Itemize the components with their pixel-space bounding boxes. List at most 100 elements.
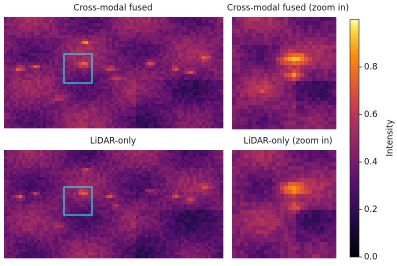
heat-cell [100,207,103,210]
heat-cell [16,29,19,32]
heat-cell [214,41,217,44]
heat-cell [88,210,91,213]
heat-cell [10,195,13,198]
heat-cell [175,195,178,198]
heat-cell [145,98,148,101]
heat-cell [16,59,19,62]
heat-cell [196,35,199,38]
heat-cell [106,20,109,23]
heat-cell [142,159,145,162]
heat-cell [40,195,43,198]
heat-cell [148,68,151,71]
heat-cell [166,65,169,68]
heat-cell [28,192,31,195]
heat-cell [151,29,154,32]
heat-cell [187,107,190,110]
heat-cell [214,62,217,65]
heat-cell [76,177,79,180]
heat-cell [10,119,13,122]
heat-cell [172,62,175,65]
heat-cell [55,159,58,162]
heat-cell [52,201,55,204]
heat-cell [160,65,163,68]
heat-cell [175,53,178,56]
heat-cell [276,45,280,49]
heat-cell [199,20,202,23]
heat-cell [85,32,88,35]
heat-cell [169,104,172,107]
heat-cell [115,153,118,156]
heat-cell [79,44,82,47]
heat-cell [82,65,85,68]
heat-cell [40,50,43,53]
heat-cell [248,21,252,25]
heat-cell [202,80,205,83]
heat-cell [148,62,151,65]
heat-cell [175,86,178,89]
heat-cell [217,50,220,53]
heat-cell [196,71,199,74]
heat-cell [320,85,324,89]
heat-cell [160,204,163,207]
heat-cell [145,68,148,71]
heat-cell [34,50,37,53]
heat-cell [19,168,22,171]
heat-cell [160,62,163,65]
heat-cell [82,207,85,210]
heat-cell [214,168,217,171]
heat-cell [55,98,58,101]
heat-cell [172,168,175,171]
heat-cell [82,74,85,77]
heat-cell [142,201,145,204]
heat-cell [58,65,61,68]
heat-cell [49,20,52,23]
heat-cell [76,95,79,98]
heat-cell [40,110,43,113]
heat-cell [217,192,220,195]
heat-cell [160,101,163,104]
heat-cell [196,204,199,207]
heat-cell [103,119,106,122]
heat-cell [121,59,124,62]
heat-cell [211,150,214,153]
heat-cell [332,121,336,125]
heat-cell [268,33,272,37]
heat-cell [73,98,76,101]
heat-cell [79,125,82,128]
heat-cell [264,109,268,113]
heat-cell [157,68,160,71]
heat-cell [46,174,49,177]
heat-cell [13,23,16,26]
heat-cell [220,168,223,171]
heat-cell [124,162,127,165]
heat-cell [205,32,208,35]
heat-cell [248,101,252,105]
heat-cell [190,116,193,119]
heat-cell [248,45,252,49]
heat-cell [190,162,193,165]
heat-cell [28,56,31,59]
heat-cell [187,95,190,98]
heat-cell [10,201,13,204]
heat-cell [217,71,220,74]
heat-cell [58,174,61,177]
heat-cell [190,177,193,180]
heat-cell [124,159,127,162]
heat-cell [43,107,46,110]
heat-cell [22,83,25,86]
heat-cell [10,168,13,171]
heat-cell [268,77,272,81]
heat-cell [82,168,85,171]
heat-cell [127,71,130,74]
heat-cell [130,198,133,201]
heat-cell [97,62,100,65]
heat-cell [187,159,190,162]
heat-cell [148,150,151,153]
heat-cell [103,29,106,32]
heat-cell [10,86,13,89]
heat-cell [94,59,97,62]
heat-cell [85,86,88,89]
heat-cell [106,183,109,186]
heat-cell [160,38,163,41]
heat-cell [109,186,112,189]
